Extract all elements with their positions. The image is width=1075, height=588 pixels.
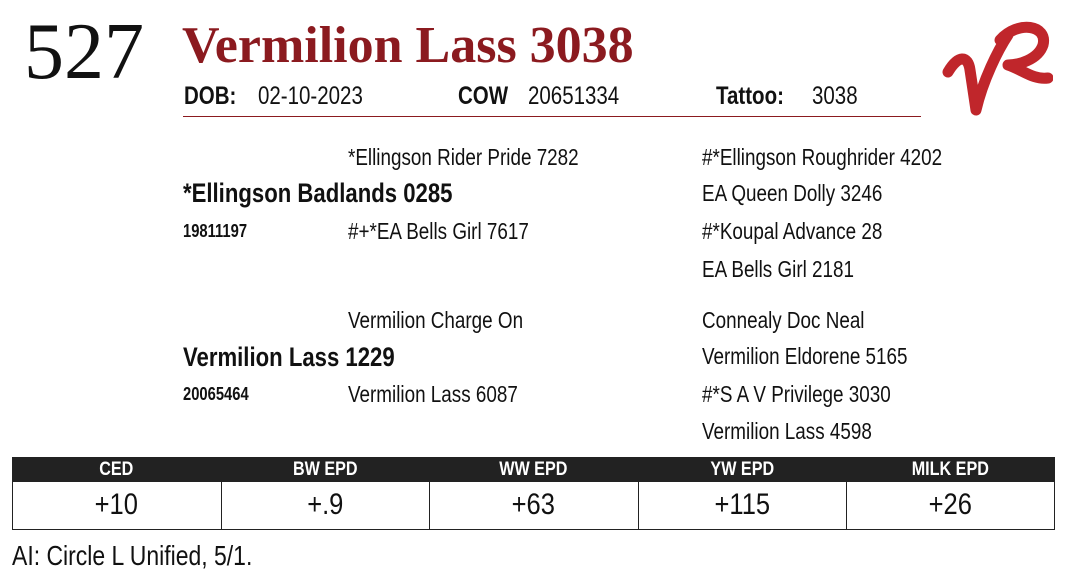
great-grandparent: EA Queen Dolly 3246 <box>702 180 883 206</box>
epd-divider <box>220 482 222 529</box>
logo <box>942 21 1053 116</box>
great-grandparent: Connealy Doc Neal <box>702 307 865 333</box>
animal-name: Vermilion Lass 3038 <box>182 17 634 74</box>
epd-header: CED <box>99 459 134 480</box>
epd-header: WW EPD <box>499 459 568 480</box>
cow-number: 20651334 <box>528 82 620 110</box>
footnote: AI: Circle L Unified, 5/1. <box>12 540 253 571</box>
dam: Vermilion Lass 1229 <box>183 342 395 372</box>
dob-label: DOB: <box>184 82 237 110</box>
sire-sire: *Ellingson Rider Pride 7282 <box>348 144 579 170</box>
cow-label: COW <box>458 82 509 110</box>
epd-header-bar <box>12 457 1055 482</box>
rule <box>183 116 921 117</box>
great-grandparent: Vermilion Eldorene 5165 <box>702 343 908 369</box>
great-grandparent: #*S A V Privilege 3030 <box>702 381 891 407</box>
dob: 02-10-2023 <box>258 82 363 110</box>
dam-dam: Vermilion Lass 6087 <box>348 381 518 407</box>
epd-value: +.9 <box>306 488 343 521</box>
epd-divider <box>637 482 639 529</box>
epd-header: BW EPD <box>292 459 358 480</box>
great-grandparent: Vermilion Lass 4598 <box>702 418 872 444</box>
tattoo: 3038 <box>812 82 858 110</box>
epd-value-row <box>12 482 1055 530</box>
sire-dam: #+*EA Bells Girl 7617 <box>348 218 529 244</box>
epd-header: YW EPD <box>710 459 774 480</box>
epd-value: +26 <box>929 488 973 521</box>
epd-value: +115 <box>714 488 770 521</box>
great-grandparent: #*Ellingson Roughrider 4202 <box>702 144 943 170</box>
epd-header: MILK EPD <box>912 459 990 480</box>
tattoo-label: Tattoo: <box>716 82 784 110</box>
epd-divider <box>429 482 431 529</box>
great-grandparent: EA Bells Girl 2181 <box>702 256 855 282</box>
epd-divider <box>846 482 848 529</box>
epd-value: +10 <box>94 488 138 521</box>
sire-reg: 19811197 <box>183 221 248 241</box>
epd-value: +63 <box>511 488 556 521</box>
dam-sire: Vermilion Charge On <box>348 307 524 333</box>
great-grandparent: #*Koupal Advance 28 <box>702 218 883 244</box>
sire: *Ellingson Badlands 0285 <box>183 178 453 208</box>
lot-number: 527 <box>24 8 144 96</box>
dam-reg: 20065464 <box>183 384 249 404</box>
